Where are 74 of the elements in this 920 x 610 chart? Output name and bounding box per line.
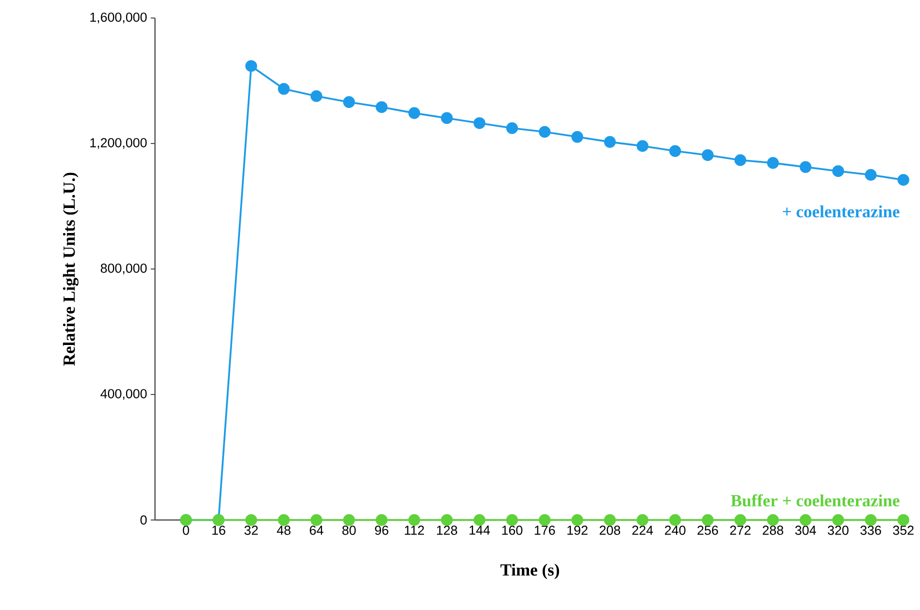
point <box>408 107 420 119</box>
x-tick-label: 160 <box>502 526 522 535</box>
x-tick-label: 224 <box>632 526 653 535</box>
point <box>474 514 486 526</box>
x-tick-label: 128 <box>436 526 458 535</box>
x-tick-label: 64 <box>310 526 324 535</box>
series-label: Buffer + coelenterazine <box>730 494 900 506</box>
point <box>636 514 648 526</box>
y-tick-label: 400,000 <box>100 389 147 400</box>
point <box>376 514 388 526</box>
x-tick-label: 256 <box>698 526 718 535</box>
point <box>474 117 486 129</box>
x-tick-label: 240 <box>664 526 686 535</box>
point <box>278 514 290 526</box>
point <box>832 165 844 178</box>
x-tick-label: 208 <box>600 526 620 535</box>
point <box>669 145 682 157</box>
point <box>734 154 746 166</box>
x-tick-label: 32 <box>244 526 258 535</box>
point <box>800 514 812 526</box>
point <box>864 514 877 526</box>
x-tick-label: 80 <box>342 526 356 535</box>
point <box>278 83 290 95</box>
point <box>343 514 355 526</box>
x-tick-label: 352 <box>893 526 914 535</box>
point <box>800 161 812 173</box>
point <box>506 122 518 134</box>
point <box>245 514 258 526</box>
x-tick-label: 272 <box>730 526 751 535</box>
point <box>767 157 779 169</box>
point <box>440 514 453 526</box>
point <box>310 90 322 102</box>
point <box>376 101 388 113</box>
x-tick-label: 0 <box>182 526 190 535</box>
point <box>440 112 453 124</box>
x-tick-label: 48 <box>276 526 290 535</box>
x-tick-label: 176 <box>534 526 555 535</box>
point <box>702 514 714 526</box>
point <box>538 514 551 526</box>
y-tick-label: 0 <box>140 515 147 525</box>
x-tick-label: 192 <box>567 526 588 535</box>
y-tick-label: 1,600,000 <box>90 12 147 24</box>
x-tick-label: 144 <box>470 526 490 535</box>
series-label: + coelenterazine <box>782 205 900 218</box>
point <box>767 514 779 526</box>
point <box>734 514 746 526</box>
y-tick-label: 800,000 <box>100 264 147 274</box>
point <box>864 168 877 181</box>
y-tick-label: 1,200,000 <box>90 138 147 149</box>
point <box>506 514 518 526</box>
point <box>669 514 682 526</box>
x-tick-label: 320 <box>828 526 848 535</box>
x-tick-label: 336 <box>860 526 882 535</box>
x-tick-label: 112 <box>404 526 424 535</box>
x-axis-title: Time (s) <box>500 564 560 580</box>
y-axis-title: Relative Light Units (L.U.) <box>62 172 78 366</box>
point <box>343 96 355 108</box>
point <box>571 514 584 526</box>
x-tick-label: 288 <box>762 526 784 535</box>
point <box>702 149 714 161</box>
x-tick-label: 96 <box>375 526 388 535</box>
point <box>310 514 322 526</box>
point <box>832 514 844 526</box>
point <box>571 131 584 143</box>
point <box>636 140 648 152</box>
x-tick-label: 304 <box>795 526 816 535</box>
point <box>245 60 258 72</box>
point <box>897 514 910 526</box>
point <box>604 136 616 148</box>
x-tick-label: 16 <box>212 526 226 535</box>
point <box>408 514 420 526</box>
point <box>604 514 616 526</box>
point <box>538 126 551 138</box>
point <box>897 174 910 186</box>
